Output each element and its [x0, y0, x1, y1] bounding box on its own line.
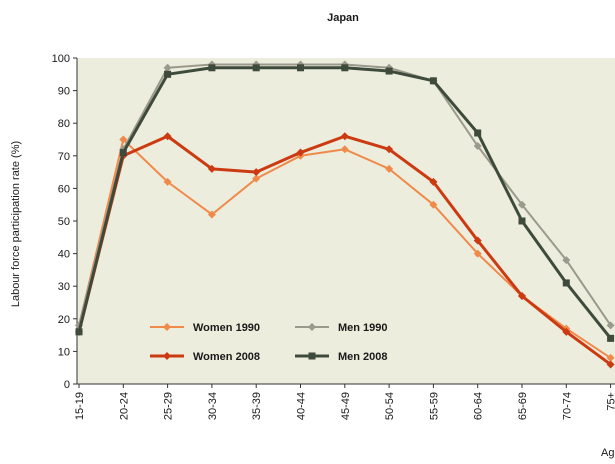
x-tick-label: 60-64 [473, 392, 485, 420]
legend-label: Women 2008 [193, 351, 260, 363]
x-tick-label: 75+ [606, 392, 615, 411]
data-point [163, 177, 172, 186]
y-tick-label: 100 [52, 53, 70, 65]
x-tick-label: 45-49 [340, 392, 352, 420]
x-tick-label: 40-44 [296, 392, 308, 420]
series-layer [75, 60, 615, 369]
x-tick-label: 25-29 [163, 392, 175, 420]
y-tick-label: 80 [58, 118, 70, 130]
data-point [562, 327, 571, 336]
x-tick-label: 35-39 [251, 392, 263, 420]
data-point [252, 168, 261, 177]
x-tick-label: 15-19 [74, 392, 86, 420]
data-point [606, 353, 615, 362]
y-tick-label: 60 [58, 183, 70, 195]
data-point [429, 77, 437, 85]
data-point [385, 67, 393, 75]
legend-item: Women 1990 [150, 322, 260, 334]
series-men-2008 [75, 64, 615, 342]
y-axis-title: Labour force participation rate (%) [10, 141, 22, 307]
data-point [385, 164, 394, 173]
series-women-2008 [75, 132, 615, 369]
data-point [429, 177, 438, 186]
data-point [297, 64, 304, 72]
data-point [473, 249, 482, 258]
y-tick-label: 20 [58, 314, 70, 326]
data-point [207, 210, 216, 219]
data-point [340, 145, 349, 154]
legend-label: Men 1990 [338, 322, 388, 334]
x-tick-label: 70-74 [561, 392, 573, 420]
x-tick-label: 55-59 [428, 392, 440, 420]
data-point [518, 200, 526, 209]
data-point [385, 145, 394, 154]
y-tick-label: 50 [58, 216, 70, 228]
data-point [474, 129, 482, 137]
legend-item: Men 1990 [295, 322, 388, 334]
data-point [119, 135, 128, 144]
y-tick-label: 10 [58, 346, 70, 358]
chart-title: Japan [327, 12, 359, 24]
x-tick-label: 50-54 [384, 392, 396, 420]
data-point [340, 132, 349, 141]
data-point [606, 321, 615, 330]
data-point [308, 323, 316, 331]
x-tick-label: 30-34 [207, 392, 219, 420]
x-tick-label: 20-24 [118, 392, 130, 420]
data-point [473, 142, 482, 151]
data-point [562, 256, 571, 265]
x-axis: 15-19 20-24 25-29 30-34 35-39 40-44 45-49 50-54… [74, 383, 615, 420]
data-point [163, 132, 172, 141]
data-point [75, 328, 83, 336]
data-point [429, 200, 438, 209]
legend-label: Women 1990 [193, 322, 260, 334]
legend: Women 1990 Women 2008 Men 1990 Men 2008 [150, 322, 388, 363]
data-point [607, 334, 615, 342]
data-point [252, 64, 260, 72]
legend-item: Men 2008 [295, 351, 388, 363]
x-axis-title: Age [601, 447, 615, 459]
data-point [163, 323, 171, 331]
data-point [164, 70, 172, 78]
data-point [252, 174, 261, 183]
data-point [308, 352, 316, 360]
y-tick-label: 90 [58, 86, 70, 98]
data-point [341, 64, 349, 72]
data-point [296, 148, 305, 157]
data-point [208, 64, 216, 72]
data-point [562, 279, 570, 287]
y-tick-label: 40 [58, 249, 70, 261]
data-point [518, 217, 526, 225]
data-point [207, 164, 216, 173]
data-point [606, 360, 615, 369]
legend-label: Men 2008 [338, 351, 388, 363]
data-point [119, 149, 127, 157]
y-tick-label: 0 [64, 379, 70, 391]
data-point [473, 236, 482, 245]
x-tick-label: 65-69 [517, 392, 529, 420]
legend-item: Women 2008 [150, 351, 260, 363]
data-point [163, 352, 171, 360]
y-tick-label: 70 [58, 151, 70, 163]
y-tick-label: 30 [58, 281, 70, 293]
data-point [163, 63, 172, 72]
y-axis: 0 10 20 30 40 50 60 70 80 90 100 [52, 53, 78, 391]
data-point [518, 291, 526, 300]
